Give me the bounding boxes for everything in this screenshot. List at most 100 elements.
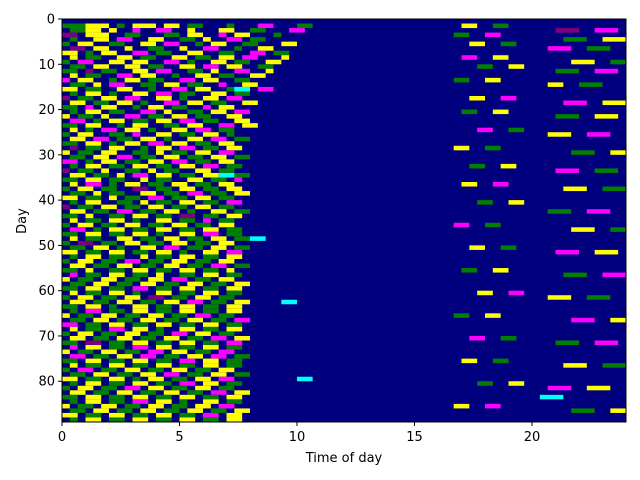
heatmap-cell: [218, 150, 235, 155]
heatmap-cell: [265, 59, 282, 65]
heatmap-cell: [210, 245, 227, 250]
heatmap-cell: [547, 82, 564, 87]
heatmap-cell: [124, 32, 141, 38]
heatmap-cells: [62, 23, 626, 422]
heatmap-cell: [210, 136, 227, 142]
heatmap-cell: [148, 141, 164, 146]
heatmap-cell: [101, 114, 109, 119]
heatmap-cell: [109, 286, 125, 291]
heatmap-cell: [179, 394, 196, 400]
heatmap-cell: [77, 349, 94, 355]
heatmap-cell: [62, 150, 70, 155]
heatmap-cell: [101, 168, 109, 173]
heatmap-cell: [461, 268, 478, 273]
heatmap-cell: [85, 145, 102, 151]
heatmap-cell: [210, 317, 227, 323]
heatmap-cell: [179, 399, 188, 404]
heatmap-cell: [85, 412, 102, 418]
heatmap-cell: [85, 177, 102, 183]
heatmap-cell: [297, 376, 313, 382]
heatmap-cell: [461, 182, 478, 187]
heatmap-cell: [148, 127, 156, 133]
heatmap-cell: [69, 272, 78, 278]
heatmap-cell: [62, 258, 70, 264]
heatmap-cell: [226, 308, 243, 314]
heatmap-cell: [116, 55, 133, 60]
heatmap-cell: [156, 340, 172, 346]
heatmap-cell: [594, 114, 619, 119]
heatmap-cell: [101, 159, 117, 164]
heatmap-cell: [101, 277, 117, 282]
heatmap-cell: [140, 335, 156, 341]
heatmap-cell: [226, 132, 235, 137]
heatmap-cell: [140, 109, 156, 115]
heatmap-cell: [156, 358, 172, 364]
heatmap-cell: [195, 385, 211, 391]
heatmap-cell: [179, 272, 196, 278]
heatmap-cell: [77, 114, 94, 119]
heatmap-cell: [62, 358, 78, 364]
heatmap-cell: [148, 295, 164, 300]
heatmap-cell: [77, 258, 94, 264]
heatmap-cell: [69, 417, 78, 422]
heatmap-cell: [187, 263, 203, 269]
heatmap-cell: [156, 399, 172, 404]
heatmap-cell: [116, 86, 133, 92]
heatmap-cell: [156, 286, 172, 291]
heatmap-cell: [218, 172, 235, 178]
heatmap-cell: [469, 95, 485, 101]
heatmap-cell: [148, 64, 164, 69]
heatmap-cell: [579, 82, 603, 87]
heatmap-cell: [171, 331, 188, 336]
heatmap-cell: [132, 163, 149, 169]
heatmap-cell: [281, 55, 290, 60]
heatmap-cell: [226, 186, 243, 192]
heatmap-cell: [93, 263, 109, 269]
heatmap-cell: [234, 354, 250, 359]
heatmap-cell: [85, 340, 102, 346]
heatmap-cell: [163, 372, 180, 377]
heatmap-cell: [109, 59, 125, 65]
heatmap-cell: [69, 182, 78, 187]
heatmap-cell: [109, 91, 117, 96]
heatmap-cell: [109, 163, 125, 169]
heatmap-cell: [85, 109, 102, 115]
heatmap-cell: [85, 200, 102, 205]
heatmap-cell: [132, 358, 149, 364]
heatmap-cell: [148, 313, 164, 318]
heatmap-cell: [62, 277, 70, 282]
heatmap-cell: [163, 281, 180, 287]
heatmap-cell: [140, 100, 149, 106]
heatmap-cell: [85, 249, 102, 255]
heatmap-cell: [62, 304, 78, 309]
heatmap-cell: [69, 363, 78, 368]
heatmap-cell: [234, 77, 250, 83]
heatmap-cell: [179, 412, 196, 418]
heatmap-cell: [602, 272, 626, 278]
heatmap-cell: [140, 408, 156, 413]
heatmap-cell: [101, 68, 117, 74]
heatmap-cell: [594, 168, 619, 173]
heatmap-cell: [101, 204, 117, 210]
heatmap-cell: [218, 55, 235, 60]
heatmap-cell: [273, 32, 282, 38]
heatmap-cell: [171, 105, 188, 110]
heatmap-cell: [163, 123, 180, 128]
heatmap-cell: [156, 417, 172, 422]
heatmap-cell: [62, 23, 86, 29]
heatmap-cell: [171, 73, 180, 78]
heatmap-cell: [226, 381, 243, 386]
heatmap-cell: [93, 227, 102, 232]
heatmap-cell: [602, 100, 626, 106]
heatmap-cell: [109, 118, 125, 124]
y-axis-ticks: 0 10 20 30 40 50 60 70 80: [38, 13, 62, 390]
heatmap-cell: [93, 390, 109, 395]
heatmap-cell: [140, 354, 156, 359]
heatmap-cell: [187, 299, 203, 305]
heatmap-cell: [148, 385, 164, 391]
heatmap-cell: [77, 168, 94, 173]
y-tick-label: 10: [38, 58, 55, 73]
heatmap-cell: [156, 326, 164, 332]
heatmap-cell: [203, 145, 219, 151]
heatmap-cell: [69, 172, 86, 178]
